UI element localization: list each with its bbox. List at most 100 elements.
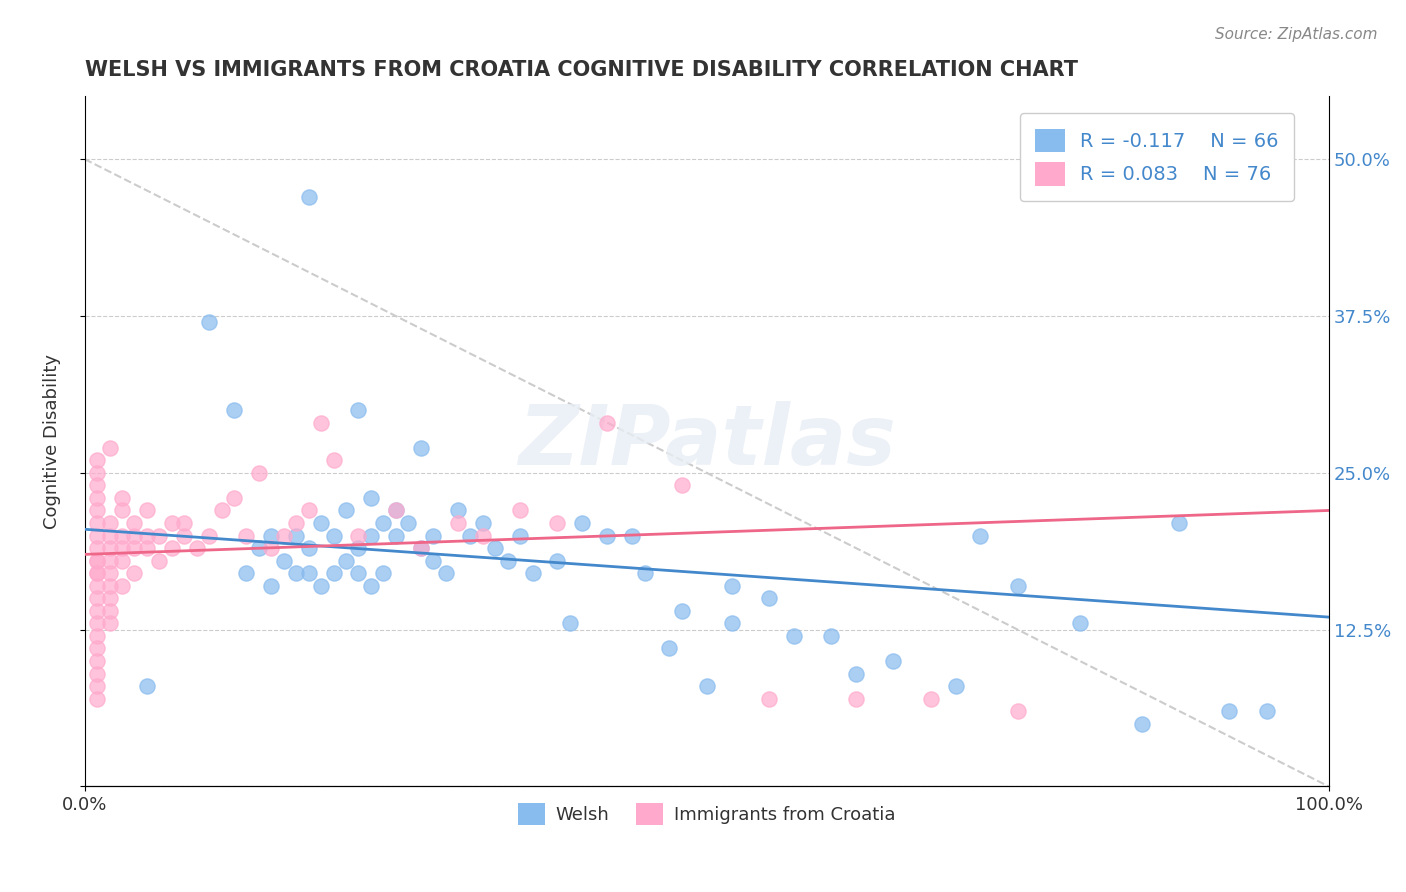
Point <box>335 554 357 568</box>
Point <box>111 554 134 568</box>
Point <box>309 579 332 593</box>
Point <box>86 453 108 467</box>
Point <box>260 541 283 555</box>
Point <box>136 528 159 542</box>
Point <box>235 528 257 542</box>
Point <box>347 541 370 555</box>
Point <box>98 591 121 606</box>
Point <box>720 579 742 593</box>
Point <box>471 528 494 542</box>
Point <box>148 528 170 542</box>
Point <box>447 503 470 517</box>
Text: Source: ZipAtlas.com: Source: ZipAtlas.com <box>1215 27 1378 42</box>
Point <box>633 566 655 581</box>
Point <box>86 466 108 480</box>
Point <box>409 541 432 555</box>
Point <box>546 554 568 568</box>
Point <box>136 541 159 555</box>
Point <box>409 541 432 555</box>
Point <box>758 591 780 606</box>
Point <box>86 541 108 555</box>
Point <box>86 604 108 618</box>
Y-axis label: Cognitive Disability: Cognitive Disability <box>44 354 60 529</box>
Point <box>247 466 270 480</box>
Point <box>434 566 457 581</box>
Point <box>820 629 842 643</box>
Point <box>86 654 108 668</box>
Point <box>783 629 806 643</box>
Point <box>422 554 444 568</box>
Legend: Welsh, Immigrants from Croatia: Welsh, Immigrants from Croatia <box>510 797 903 832</box>
Point <box>447 516 470 530</box>
Point <box>124 528 146 542</box>
Point <box>86 579 108 593</box>
Point <box>347 566 370 581</box>
Point <box>360 528 382 542</box>
Point <box>173 516 195 530</box>
Point <box>124 516 146 530</box>
Point <box>384 503 406 517</box>
Point <box>98 566 121 581</box>
Point <box>658 641 681 656</box>
Point <box>136 679 159 693</box>
Point <box>496 554 519 568</box>
Point <box>86 503 108 517</box>
Point <box>571 516 593 530</box>
Point <box>671 478 693 492</box>
Point <box>260 528 283 542</box>
Point <box>621 528 644 542</box>
Text: ZIPatlas: ZIPatlas <box>517 401 896 482</box>
Point <box>285 566 308 581</box>
Point <box>309 516 332 530</box>
Point <box>360 579 382 593</box>
Point <box>422 528 444 542</box>
Point <box>86 554 108 568</box>
Point <box>1007 704 1029 718</box>
Point <box>1069 616 1091 631</box>
Point <box>373 566 395 581</box>
Point <box>86 616 108 631</box>
Point <box>347 403 370 417</box>
Point <box>285 528 308 542</box>
Point <box>160 516 183 530</box>
Point <box>522 566 544 581</box>
Point <box>322 566 344 581</box>
Point <box>136 503 159 517</box>
Point <box>509 503 531 517</box>
Point <box>298 503 321 517</box>
Point <box>148 554 170 568</box>
Point <box>124 566 146 581</box>
Point <box>384 528 406 542</box>
Point <box>86 629 108 643</box>
Point <box>86 516 108 530</box>
Point <box>920 691 942 706</box>
Point <box>558 616 581 631</box>
Point <box>86 566 108 581</box>
Point <box>596 528 619 542</box>
Point <box>86 528 108 542</box>
Point <box>845 666 868 681</box>
Point <box>882 654 904 668</box>
Point <box>969 528 991 542</box>
Point <box>322 528 344 542</box>
Point <box>111 579 134 593</box>
Point <box>98 579 121 593</box>
Point <box>1130 716 1153 731</box>
Point <box>111 491 134 505</box>
Point <box>98 604 121 618</box>
Text: WELSH VS IMMIGRANTS FROM CROATIA COGNITIVE DISABILITY CORRELATION CHART: WELSH VS IMMIGRANTS FROM CROATIA COGNITI… <box>84 60 1078 79</box>
Point <box>235 566 257 581</box>
Point <box>222 403 245 417</box>
Point <box>86 666 108 681</box>
Point <box>285 516 308 530</box>
Point <box>484 541 506 555</box>
Point <box>509 528 531 542</box>
Point <box>124 541 146 555</box>
Point <box>546 516 568 530</box>
Point <box>396 516 419 530</box>
Point <box>1256 704 1278 718</box>
Point <box>98 516 121 530</box>
Point <box>86 679 108 693</box>
Point <box>98 441 121 455</box>
Point <box>86 641 108 656</box>
